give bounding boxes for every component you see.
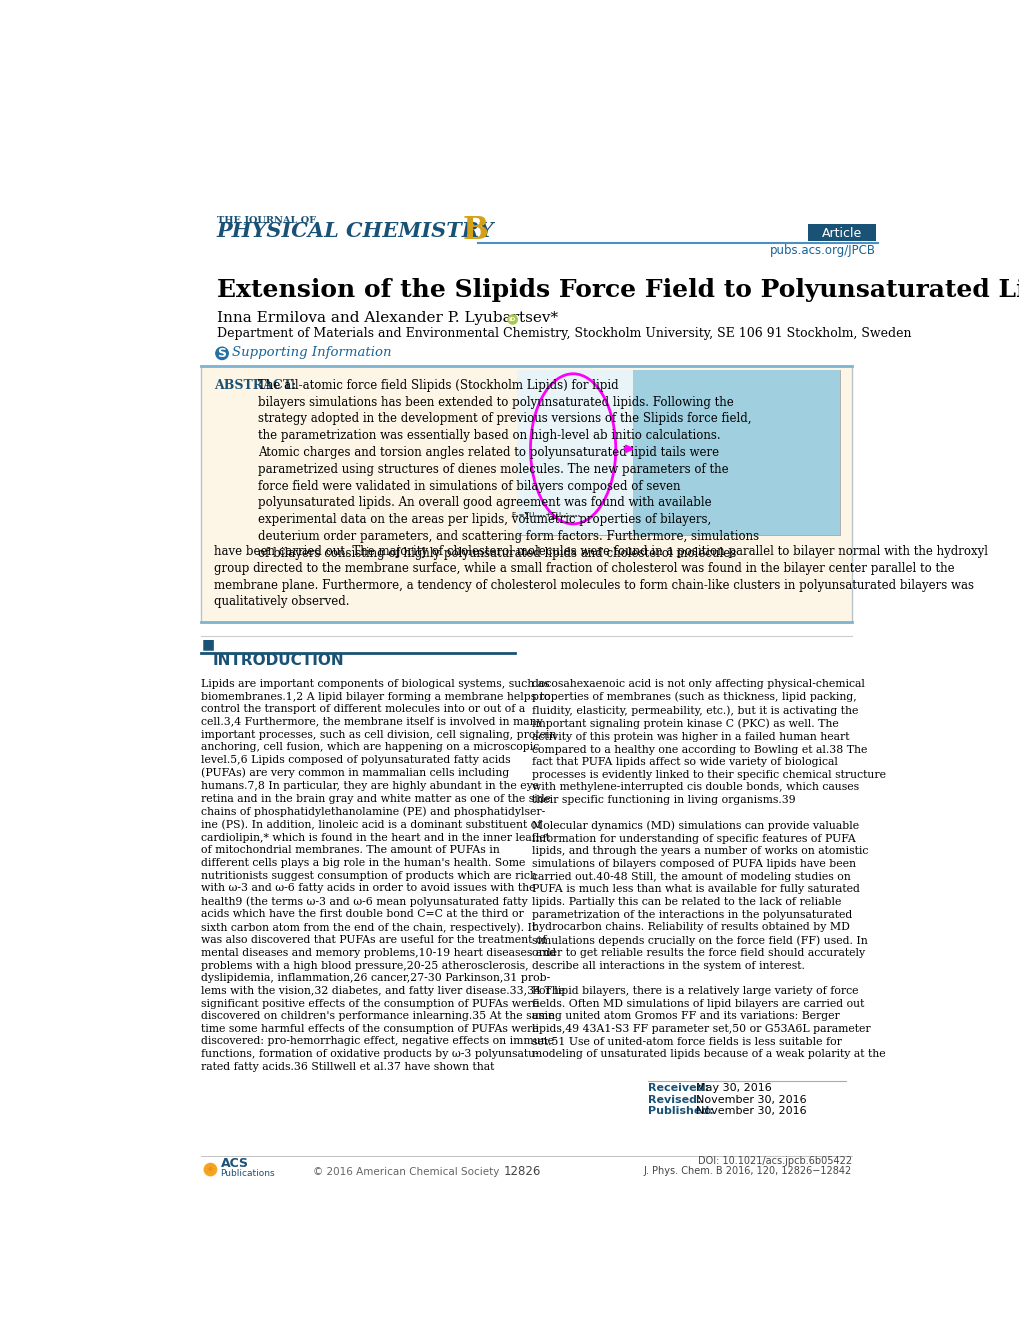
Text: Lipids are important components of biological systems, such as
biomembranes.1,2 : Lipids are important components of biolo… <box>201 679 565 1071</box>
FancyBboxPatch shape <box>201 1161 282 1179</box>
Text: Revised:: Revised: <box>648 1095 701 1105</box>
Text: The all-atomic force field Slipids (Stockholm Lipids) for lipid
bilayers simulat: The all-atomic force field Slipids (Stoc… <box>258 379 758 560</box>
Text: INTRODUCTION: INTRODUCTION <box>213 654 344 668</box>
Text: 12826: 12826 <box>503 1166 541 1178</box>
Text: ■: ■ <box>202 638 215 651</box>
FancyBboxPatch shape <box>516 370 632 535</box>
Circle shape <box>507 315 517 324</box>
Text: Publications: Publications <box>220 1169 275 1178</box>
Text: Extension of the Slipids Force Field to Polyunsaturated Lipids: Extension of the Slipids Force Field to … <box>216 279 1019 301</box>
Text: Department of Materials and Environmental Chemistry, Stockholm University, SE 10: Department of Materials and Environmenta… <box>216 327 910 340</box>
Text: J. Phys. Chem. B 2016, 120, 12826−12842: J. Phys. Chem. B 2016, 120, 12826−12842 <box>643 1166 851 1177</box>
Text: Received:: Received: <box>648 1083 708 1093</box>
Text: May 30, 2016: May 30, 2016 <box>696 1083 771 1093</box>
Text: DOI: 10.1021/acs.jpcb.6b05422: DOI: 10.1021/acs.jpcb.6b05422 <box>697 1157 851 1166</box>
Text: iD: iD <box>508 317 516 321</box>
Circle shape <box>204 1163 216 1175</box>
FancyBboxPatch shape <box>632 370 840 535</box>
FancyBboxPatch shape <box>201 367 851 622</box>
Text: PHYSICAL CHEMISTRY: PHYSICAL CHEMISTRY <box>216 221 493 241</box>
Text: THE JOURNAL OF: THE JOURNAL OF <box>216 216 316 225</box>
Text: ABSTRACT:: ABSTRACT: <box>214 379 297 392</box>
Text: ACS: ACS <box>220 1157 249 1170</box>
Text: S: S <box>217 347 226 360</box>
Text: Eₓ=∑Uₐₐₐₐ+∑Uₐₐₐₐₐₐₐ: Eₓ=∑Uₐₐₐₐ+∑Uₐₐₐₐₐₐₐ <box>511 511 580 518</box>
Text: pubs.acs.org/JPCB: pubs.acs.org/JPCB <box>769 244 875 257</box>
Text: Supporting Information: Supporting Information <box>232 346 391 359</box>
Text: November 30, 2016: November 30, 2016 <box>696 1095 806 1105</box>
Text: B: B <box>462 215 487 245</box>
Text: have been carried out. The majority of cholesterol molecules were found in a pos: have been carried out. The majority of c… <box>214 546 987 608</box>
Text: Inna Ermilova and Alexander P. Lyubartsev*: Inna Ermilova and Alexander P. Lyubartse… <box>216 311 557 324</box>
Text: docosahexaenoic acid is not only affecting physical-chemical
properties of membr: docosahexaenoic acid is not only affecti… <box>532 679 886 1059</box>
Text: ☀: ☀ <box>204 1162 216 1177</box>
Text: Published:: Published: <box>648 1106 713 1117</box>
FancyBboxPatch shape <box>516 370 840 535</box>
Text: November 30, 2016: November 30, 2016 <box>696 1106 806 1117</box>
FancyBboxPatch shape <box>807 224 875 241</box>
Text: Article: Article <box>821 227 861 240</box>
Text: © 2016 American Chemical Society: © 2016 American Chemical Society <box>313 1167 499 1177</box>
Circle shape <box>216 347 228 359</box>
